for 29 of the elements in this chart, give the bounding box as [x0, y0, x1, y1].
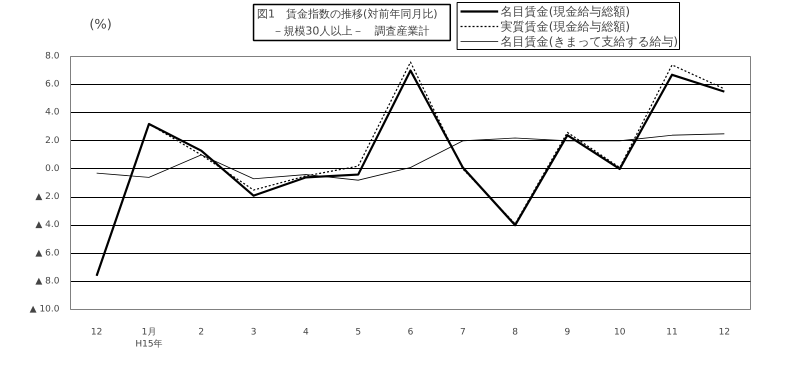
y-tick-label: ▲ 10.0	[30, 304, 60, 314]
y-tick-label: 8.0	[45, 52, 60, 62]
x-tick-label: 11	[666, 328, 678, 338]
y-tick-label: ▲ 6.0	[35, 248, 60, 258]
y-tick-label: ▲ 4.0	[35, 220, 60, 230]
x-tick-label: 4	[303, 328, 310, 338]
x-tick-label: 5	[355, 328, 362, 338]
x-tick-label: 3	[250, 328, 256, 338]
x-tick-label: 2	[198, 328, 204, 338]
chart-subtitle: －規模30人以上－ 調査産業計	[272, 24, 430, 38]
y-tick-label: 2.0	[45, 136, 60, 146]
legend-label: 実質賃金(現金給与総額)	[500, 20, 630, 34]
y-axis-title: (%)	[89, 18, 112, 32]
x-tick-label: 10	[614, 328, 626, 338]
y-tick-label: 0.0	[45, 164, 60, 174]
x-tick-label: 8	[512, 328, 518, 338]
y-tick-label: ▲ 8.0	[35, 276, 60, 286]
y-tick-label: 6.0	[45, 80, 60, 90]
x-tick-label: 9	[564, 328, 571, 338]
legend-label: 名目賃金(現金給与総額)	[500, 4, 630, 18]
y-tick-label: 4.0	[45, 108, 60, 118]
x-tick-label: 12	[718, 328, 730, 338]
x-tick-label: 12	[90, 328, 102, 338]
y-tick-label: ▲ 2.0	[35, 192, 60, 202]
x-tick-label: 1月 H15年	[135, 328, 163, 350]
legend-label: 名目賃金(きまって支給する給与)	[500, 34, 678, 48]
chart-title: 図1 賃金指数の推移(対前年同月比)	[256, 8, 438, 20]
x-tick-label: 7	[460, 328, 466, 338]
x-tick-label: 6	[408, 328, 414, 338]
